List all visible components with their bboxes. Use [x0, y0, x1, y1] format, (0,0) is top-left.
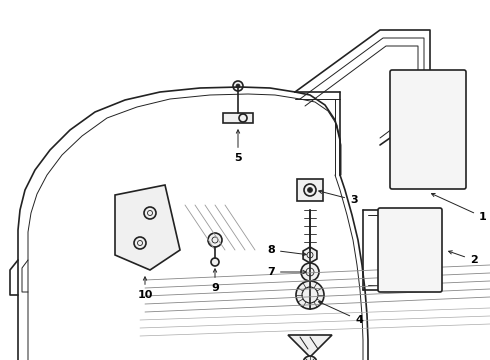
Text: 7: 7	[267, 267, 306, 277]
Circle shape	[208, 233, 222, 247]
Text: 9: 9	[211, 269, 219, 293]
Circle shape	[134, 237, 146, 249]
Text: 2: 2	[449, 251, 478, 265]
Text: 6: 6	[0, 359, 1, 360]
FancyBboxPatch shape	[378, 208, 442, 292]
Circle shape	[144, 207, 156, 219]
Text: 5: 5	[234, 130, 242, 163]
Circle shape	[303, 356, 317, 360]
Polygon shape	[288, 335, 332, 357]
Polygon shape	[115, 185, 180, 270]
Polygon shape	[223, 113, 253, 123]
Circle shape	[296, 281, 324, 309]
Circle shape	[233, 81, 243, 91]
Circle shape	[308, 188, 313, 193]
FancyBboxPatch shape	[390, 70, 466, 189]
Text: 3: 3	[319, 190, 358, 205]
Polygon shape	[303, 247, 317, 263]
Circle shape	[304, 184, 316, 196]
Text: 1: 1	[432, 193, 487, 222]
Circle shape	[301, 263, 319, 281]
FancyBboxPatch shape	[297, 179, 323, 201]
Polygon shape	[400, 82, 456, 177]
Text: 10: 10	[137, 277, 153, 300]
Circle shape	[239, 114, 247, 122]
Circle shape	[211, 258, 219, 266]
Circle shape	[236, 84, 240, 88]
Text: 8: 8	[267, 245, 306, 256]
Polygon shape	[387, 218, 433, 282]
Text: 4: 4	[318, 301, 363, 325]
